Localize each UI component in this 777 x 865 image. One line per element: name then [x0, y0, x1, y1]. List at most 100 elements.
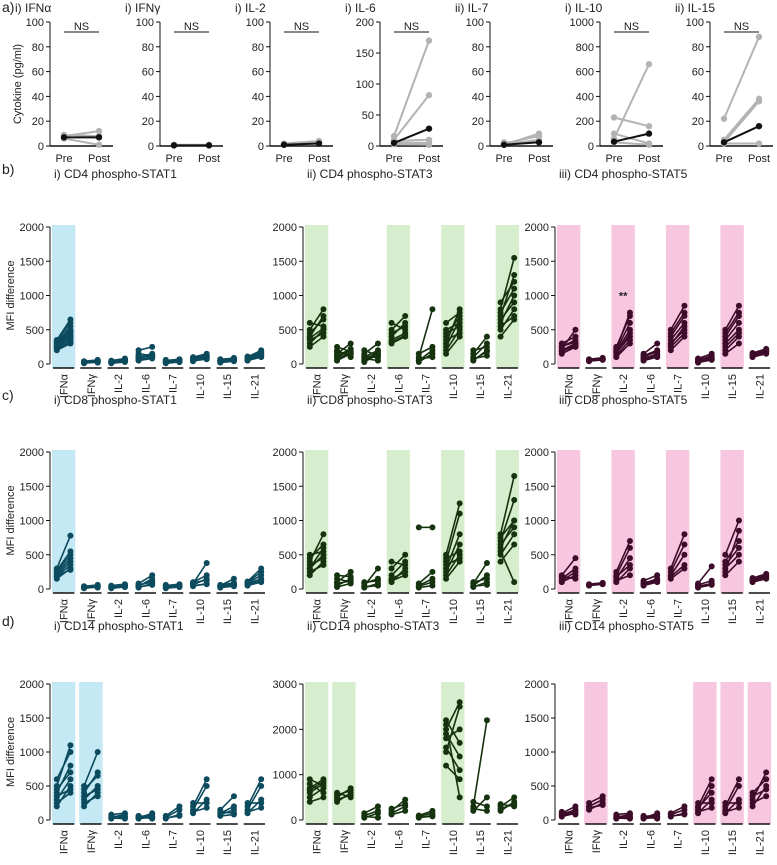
point — [645, 122, 653, 130]
y-tick-label: 80 — [142, 42, 154, 54]
point — [280, 141, 288, 148]
pair-point-pre — [586, 804, 593, 811]
pair-point-post — [511, 579, 518, 586]
pair-point-post — [456, 316, 463, 323]
pair-point-post — [735, 558, 742, 565]
point — [95, 141, 103, 148]
y-tick-label: 2000 — [20, 447, 44, 459]
pair-point-post — [763, 574, 770, 581]
pair-point-post — [258, 577, 265, 584]
pair-point-post — [735, 302, 742, 309]
pair-point-post — [626, 815, 633, 822]
pair-point-pre — [53, 567, 60, 574]
pair-line — [670, 312, 686, 334]
pair-point-post — [599, 580, 606, 587]
pair-point-post — [708, 354, 715, 361]
pair-point-post — [94, 786, 101, 793]
x-tick-label: Post — [198, 153, 220, 165]
pair-line — [309, 554, 325, 570]
pair-point-pre — [497, 541, 504, 548]
x-tick-label: Pre — [605, 153, 622, 165]
pair-line — [309, 308, 325, 331]
y-tick-label: 3000 — [273, 679, 297, 691]
pair-point-pre — [81, 359, 88, 366]
x-tick-label: IL-7 — [168, 599, 180, 618]
pair-point-post — [572, 808, 579, 815]
y-tick-label: 1000 — [525, 291, 549, 303]
pair-point-post — [203, 804, 210, 811]
y-tick-label: 60 — [252, 67, 264, 79]
pair-point-pre — [470, 583, 477, 590]
pair-line — [445, 706, 461, 753]
pair-point-post — [429, 807, 436, 814]
x-tick-label: IL-2 — [618, 374, 630, 393]
pair-point-post — [121, 357, 128, 364]
pair-point-pre — [749, 578, 756, 585]
subplot-title: ii) CD8 phospho-STAT3 — [307, 393, 433, 407]
x-tick-label: IFNγ — [591, 374, 603, 398]
pair-point-post — [347, 340, 354, 347]
y-tick-label: 1500 — [20, 713, 44, 725]
pair-point-post — [456, 767, 463, 774]
x-tick-label: IFNα — [564, 373, 576, 398]
y-tick-label: 1000 — [273, 770, 297, 782]
y-tick-label: 40 — [472, 91, 484, 103]
x-tick-label: IL-2 — [366, 374, 378, 393]
pair-point-post — [67, 566, 74, 573]
pair-point-post — [626, 333, 633, 340]
pair-point-pre — [244, 800, 251, 806]
pair-line — [445, 503, 461, 555]
pair-point-post — [483, 343, 490, 350]
x-tick-label: IL-10 — [195, 599, 207, 624]
ylabel-a: Cytokine (pg/ml) — [12, 44, 24, 124]
sig-label: NS — [734, 21, 749, 33]
point — [500, 141, 508, 148]
y-tick-label: 2000 — [273, 222, 297, 234]
pair-line — [724, 332, 740, 348]
pair-point-post — [511, 794, 518, 801]
pair-point-post — [67, 562, 74, 569]
pair-point-pre — [722, 350, 729, 357]
pair-point-pre — [306, 776, 313, 783]
x-tick-label: IL-15 — [222, 599, 234, 624]
pair-line — [724, 305, 740, 331]
pair-point-post — [708, 783, 715, 789]
pair-point-post — [94, 358, 101, 365]
pair-point-post — [681, 531, 688, 538]
pair-point-post — [320, 778, 327, 785]
pair-point-post — [626, 309, 633, 316]
x-tick-label: IL-21 — [754, 830, 766, 855]
pair-line — [309, 543, 325, 559]
pair-line — [724, 322, 740, 341]
x-tick-label: Pre — [715, 153, 732, 165]
x-tick-label: Post — [638, 153, 660, 165]
pair-point-post — [203, 776, 210, 783]
subplot-title: iii) CD14 phospho-STAT5 — [559, 619, 694, 633]
y-tick-label: 40 — [252, 91, 264, 103]
pair-point-pre — [667, 565, 674, 572]
subplot-title: ii) CD14 phospho-STAT3 — [307, 619, 440, 633]
pair-point-post — [599, 355, 606, 362]
x-tick-label: IL-15 — [222, 374, 234, 399]
subplot-c-0: i) CD8 phospho-STAT1 0 500 1000 1500 2000 IFNα… — [20, 393, 265, 624]
pair-point-post — [258, 776, 265, 783]
pair-line — [192, 562, 208, 584]
significance-annotation: ** — [619, 291, 628, 303]
pair-point-pre — [722, 551, 729, 558]
pair-point-post — [67, 532, 74, 539]
pair-point-post — [708, 789, 715, 796]
point — [425, 141, 433, 148]
pair-point-post — [572, 343, 579, 350]
pair-point-post — [483, 352, 490, 359]
pair-point-pre — [108, 358, 115, 365]
series-line — [613, 141, 650, 146]
y-tick-label: 1000 — [20, 291, 44, 303]
series-line — [723, 36, 760, 120]
pair-line — [56, 535, 72, 569]
y-tick-label: 0 — [698, 141, 704, 153]
point — [645, 60, 653, 68]
pair-point-post — [572, 803, 579, 810]
subplot-a-3: i) IL-6 0 50 100 150 200 Pre Post NS — [345, 1, 443, 165]
pair-point-pre — [306, 555, 313, 562]
